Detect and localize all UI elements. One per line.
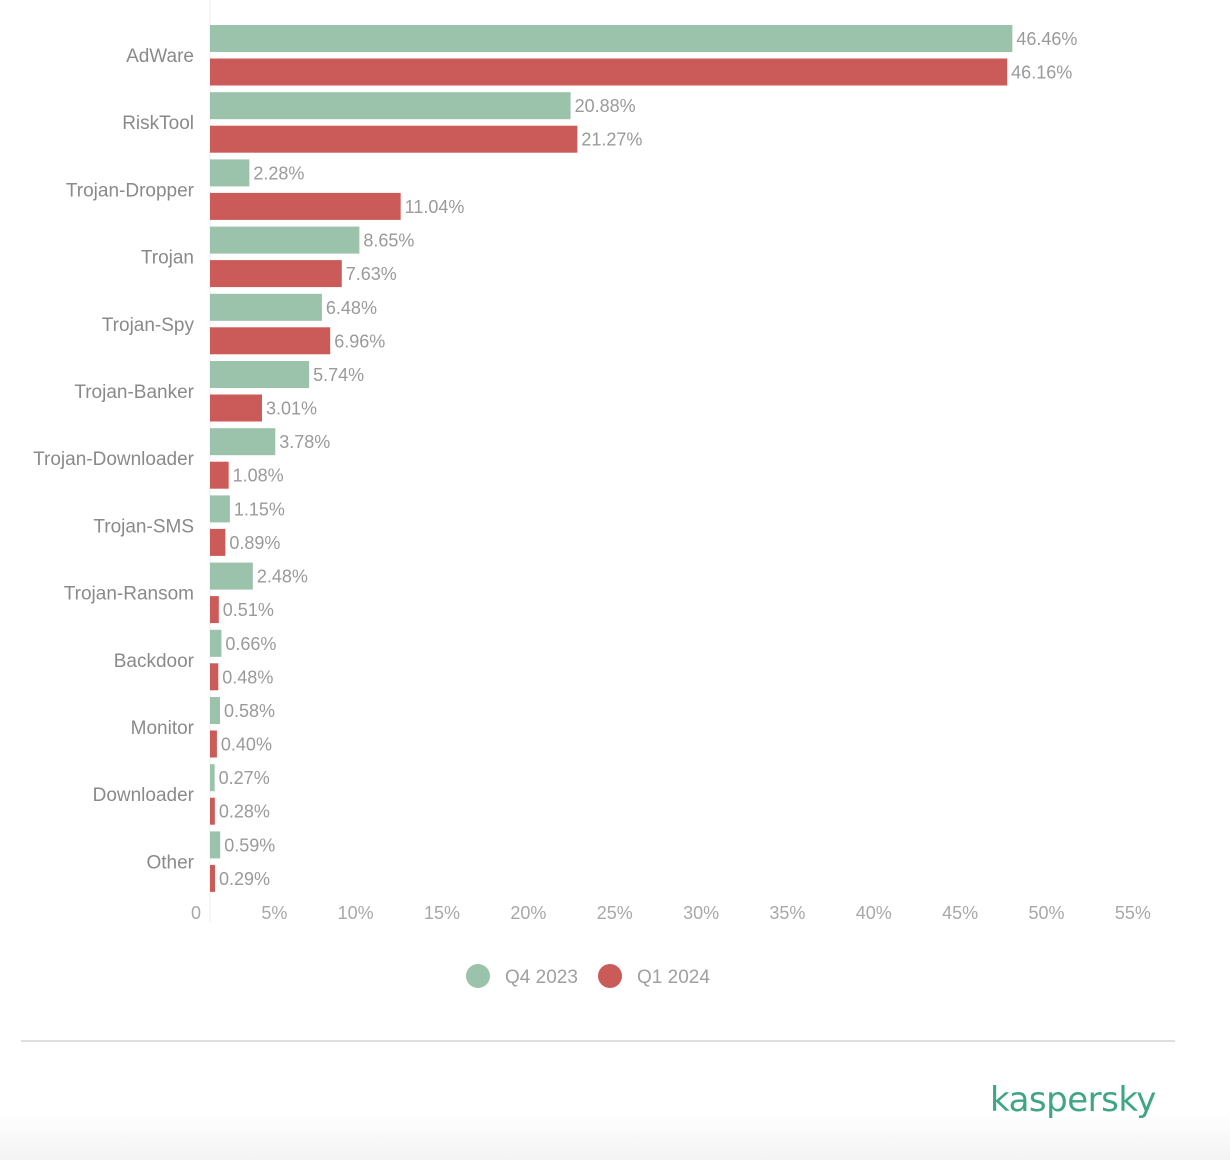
data-label: 0.48% — [222, 667, 273, 687]
bar-q4-2023 — [210, 226, 360, 254]
category-label: Other — [146, 852, 194, 873]
x-tick-label: 5% — [261, 903, 287, 923]
data-label: 6.96% — [334, 331, 385, 351]
bar-q4-2023 — [210, 92, 571, 120]
data-label: 0.27% — [219, 768, 270, 788]
x-tick-label: 25% — [597, 903, 633, 923]
x-tick-label: 30% — [683, 903, 719, 923]
data-label: 21.27% — [581, 130, 642, 150]
bar-q1-2024 — [210, 125, 578, 153]
data-label: 0.89% — [229, 533, 280, 553]
bar-q4-2023 — [210, 831, 221, 859]
bar-q1-2024 — [210, 797, 215, 825]
data-label: 0.66% — [225, 634, 276, 654]
category-label: AdWare — [126, 46, 194, 67]
x-tick-label: 45% — [942, 903, 978, 923]
bar-q4-2023 — [210, 629, 222, 657]
bar-q4-2023 — [210, 562, 253, 590]
data-label: 3.78% — [279, 432, 330, 452]
kaspersky-logo: kaspersky — [990, 1080, 1156, 1120]
legend-label: Q1 2024 — [637, 967, 710, 988]
data-label: 2.28% — [253, 163, 304, 183]
legend-label: Q4 2023 — [505, 967, 578, 988]
data-label: 20.88% — [575, 96, 636, 116]
data-label: 1.15% — [234, 499, 285, 519]
category-label: Trojan-Downloader — [33, 449, 195, 470]
bar-q4-2023 — [210, 293, 322, 321]
bar-q1-2024 — [210, 394, 262, 422]
data-label: 46.16% — [1011, 63, 1072, 83]
bar-chart: AdWare 46.46% 46.16% RiskTool 20.88% 21.27% Tr… — [33, 0, 1151, 988]
data-label: 1.08% — [233, 466, 284, 486]
bar-q1-2024 — [210, 260, 342, 288]
data-label: 7.63% — [346, 264, 397, 284]
category-label: Trojan-Spy — [102, 315, 195, 336]
bar-q4-2023 — [210, 495, 230, 523]
category-label: Downloader — [93, 785, 195, 806]
bar-q1-2024 — [210, 864, 216, 892]
bar-q1-2024 — [210, 461, 229, 489]
bar-q4-2023 — [210, 25, 1013, 52]
bar-q4-2023 — [210, 361, 310, 388]
x-tick-label: 10% — [338, 903, 374, 923]
data-label: 0.40% — [221, 735, 272, 755]
x-tick-label: 35% — [769, 903, 805, 923]
x-tick-label: 55% — [1115, 903, 1151, 923]
data-label: 46.46% — [1016, 29, 1077, 49]
x-tick-label: 15% — [424, 903, 460, 923]
data-label: 0.59% — [224, 835, 275, 855]
divider — [21, 1040, 1175, 1042]
category-label: Monitor — [131, 718, 195, 739]
bar-q1-2024 — [210, 730, 217, 758]
x-tick-label: 0 — [191, 903, 201, 923]
bar-q4-2023 — [210, 764, 215, 792]
data-label: 2.48% — [257, 567, 308, 587]
bar-q1-2024 — [210, 58, 1008, 86]
data-label: 5.74% — [313, 365, 364, 385]
category-label: Trojan-Banker — [74, 382, 194, 403]
bar-q1-2024 — [210, 663, 219, 691]
data-label: 6.48% — [326, 298, 377, 318]
category-label: Trojan-Dropper — [66, 180, 195, 201]
category-label: Trojan — [141, 248, 194, 269]
x-tick-label: 40% — [856, 903, 892, 923]
data-label: 0.29% — [219, 869, 270, 889]
data-label: 3.01% — [266, 399, 317, 419]
data-label: 8.65% — [363, 231, 414, 251]
bar-q1-2024 — [210, 327, 331, 355]
data-label: 0.58% — [224, 701, 275, 721]
x-tick-label: 20% — [510, 903, 546, 923]
bar-q1-2024 — [210, 596, 219, 624]
bar-q4-2023 — [210, 428, 276, 456]
bar-q4-2023 — [210, 159, 250, 187]
data-label: 0.51% — [223, 600, 274, 620]
legend-marker — [598, 964, 622, 988]
data-label: 0.28% — [219, 802, 270, 822]
data-label: 11.04% — [405, 197, 465, 217]
legend-marker — [466, 964, 490, 988]
category-label: RiskTool — [122, 113, 194, 134]
category-label: Trojan-SMS — [93, 516, 194, 537]
x-tick-label: 50% — [1028, 903, 1064, 923]
category-label: Trojan-Ransom — [64, 584, 194, 605]
bar-q4-2023 — [210, 697, 221, 724]
bar-q1-2024 — [210, 192, 401, 220]
bar-q1-2024 — [210, 528, 226, 556]
category-label: Backdoor — [114, 651, 195, 672]
